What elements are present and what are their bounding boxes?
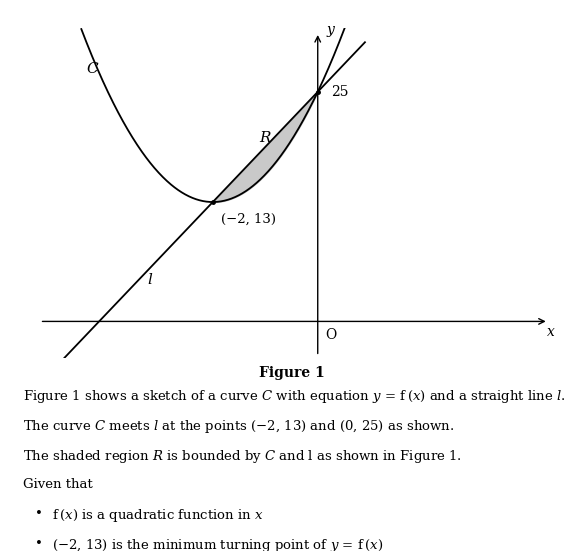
Text: Figure 1 shows a sketch of a curve $C$ with equation $y$ = f ($x$) and a straigh: Figure 1 shows a sketch of a curve $C$ w… xyxy=(23,388,566,406)
Text: 25: 25 xyxy=(331,85,349,99)
Text: R: R xyxy=(259,131,271,145)
Text: y: y xyxy=(327,23,335,37)
Text: (−2, 13): (−2, 13) xyxy=(220,213,276,226)
Text: l: l xyxy=(147,273,152,287)
Text: f ($x$) is a quadratic function in $x$: f ($x$) is a quadratic function in $x$ xyxy=(52,507,264,525)
Text: Figure 1: Figure 1 xyxy=(259,366,324,380)
Text: The curve $C$ meets $l$ at the points (−2, 13) and (0, 25) as shown.: The curve $C$ meets $l$ at the points (−… xyxy=(23,418,455,435)
Text: •: • xyxy=(35,537,43,550)
Text: C: C xyxy=(86,62,98,76)
Text: (−2, 13) is the minimum turning point of $y$ = f ($x$): (−2, 13) is the minimum turning point of… xyxy=(52,537,384,551)
Text: x: x xyxy=(547,326,555,339)
Text: •: • xyxy=(35,507,43,521)
Text: O: O xyxy=(325,328,336,342)
Text: Given that: Given that xyxy=(23,478,93,491)
Text: The shaded region $R$ is bounded by $C$ and l as shown in Figure 1.: The shaded region $R$ is bounded by $C$ … xyxy=(23,448,462,465)
